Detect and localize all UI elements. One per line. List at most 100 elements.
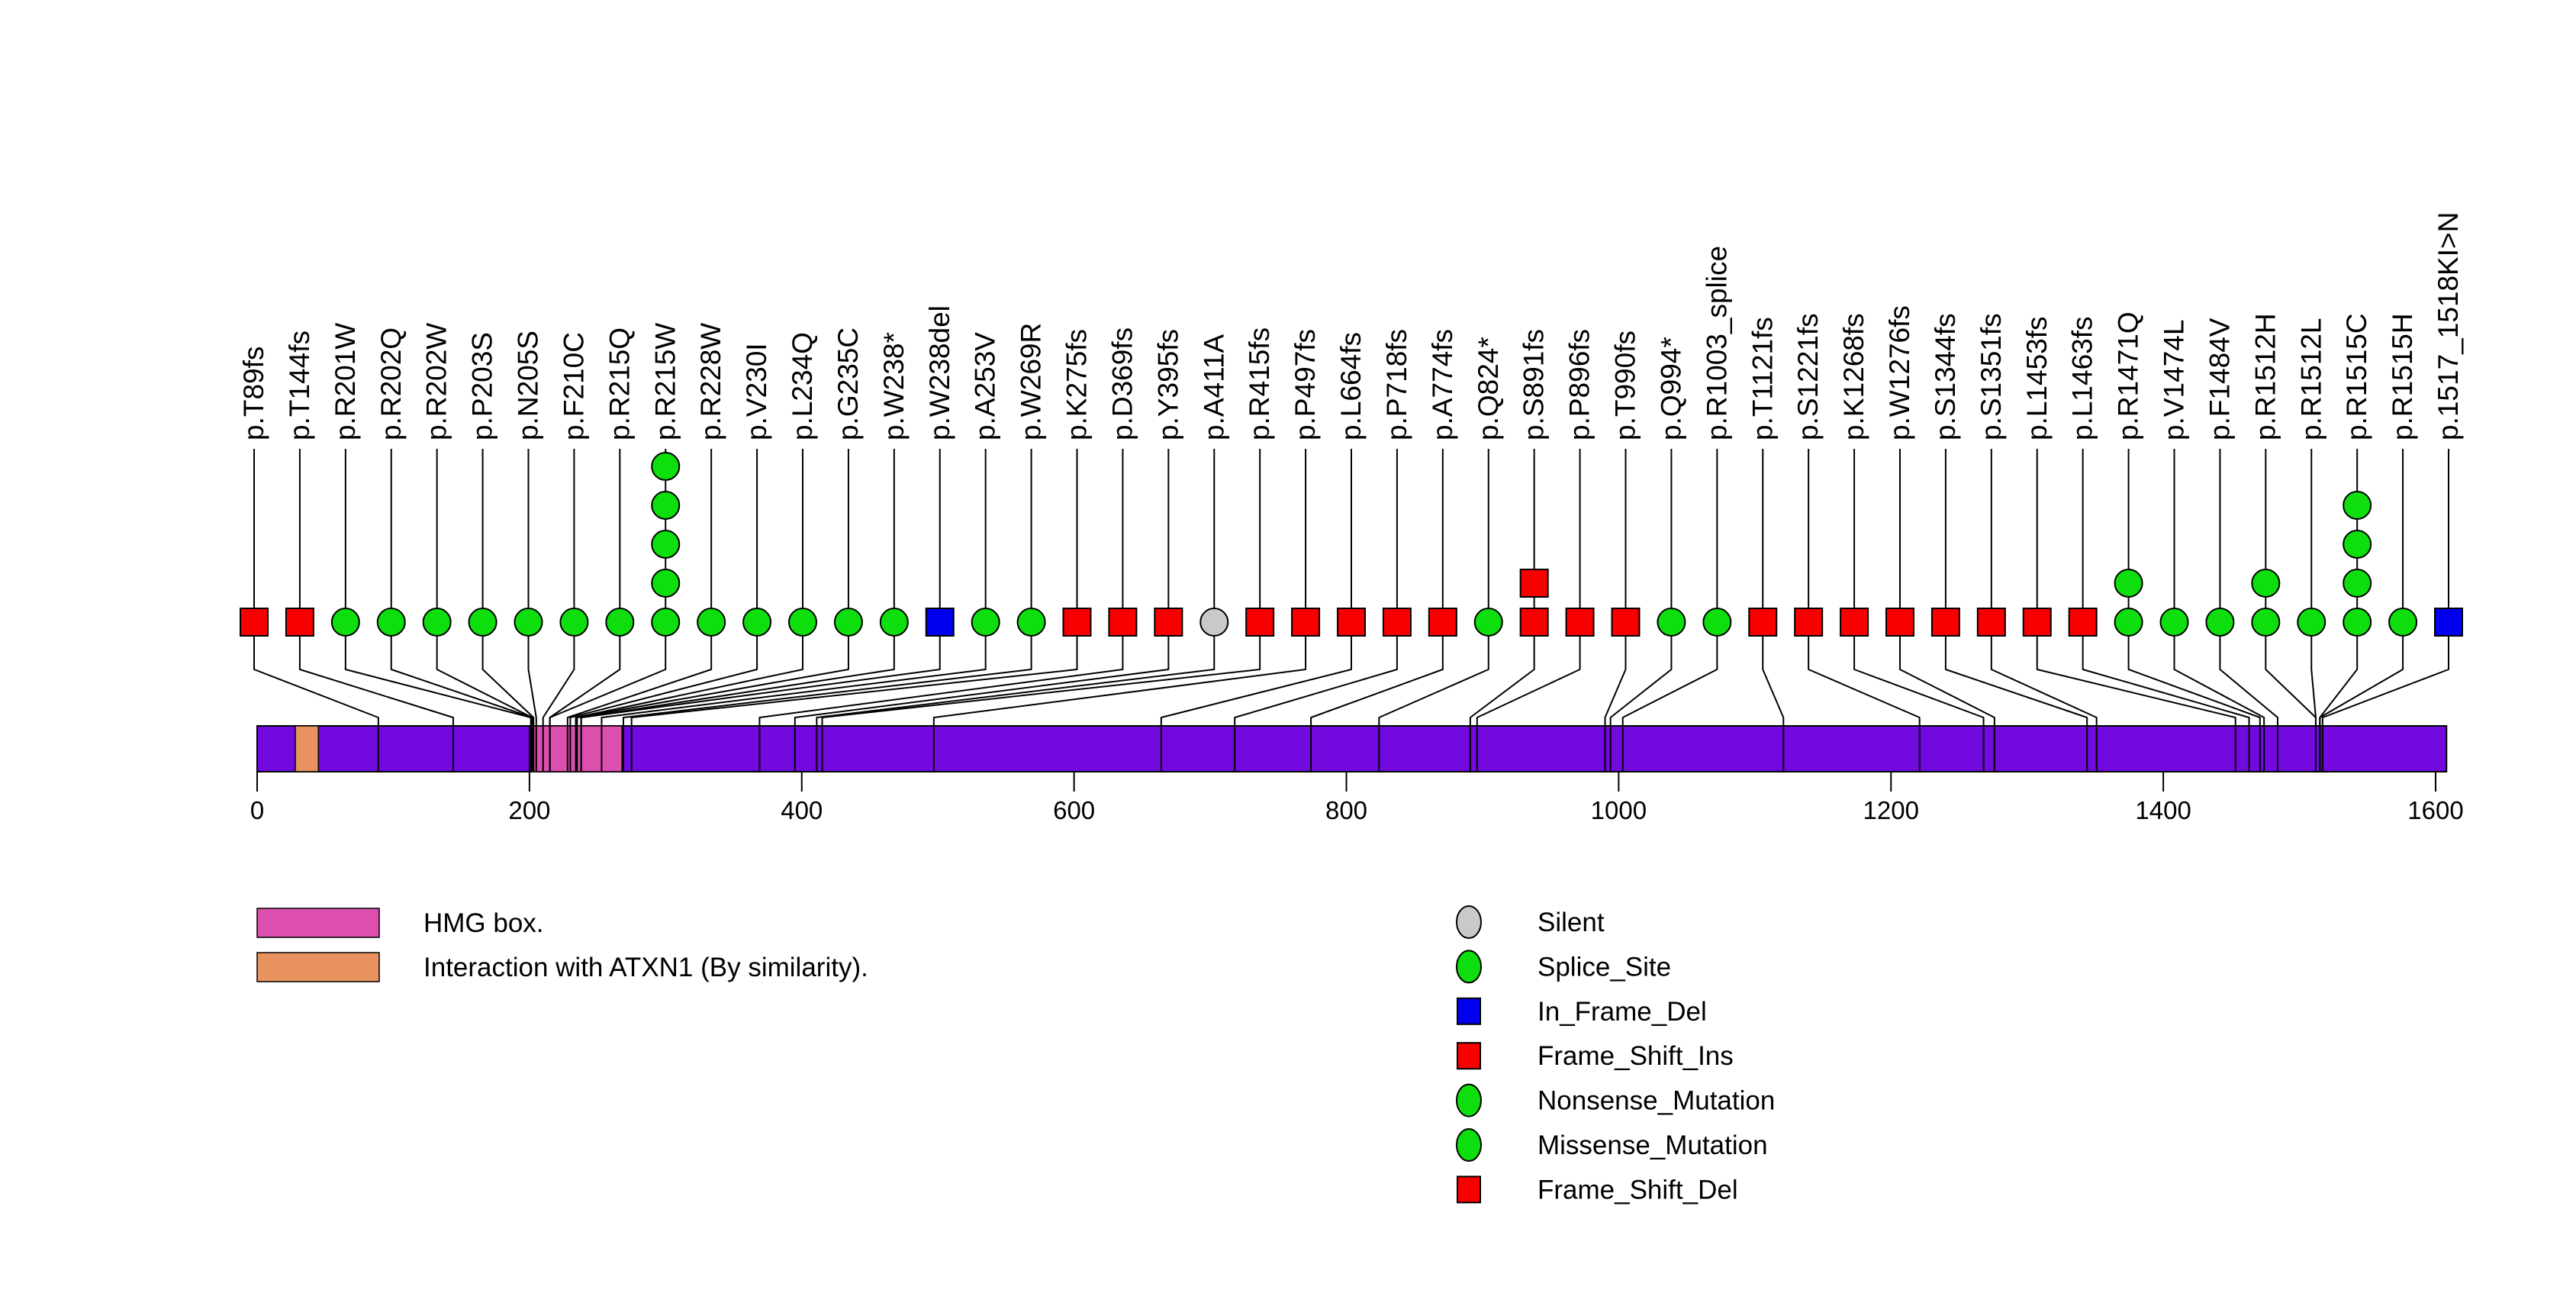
connector-line	[436, 634, 533, 771]
domain-legend-swatch-1	[256, 952, 380, 982]
mutation-marker-frame_shift	[1062, 608, 1092, 637]
mutation-marker-missense	[651, 491, 681, 520]
connector-line	[569, 634, 758, 771]
mutation-label: p.D369fs	[1106, 327, 1138, 440]
mutation-marker-missense	[2343, 491, 2372, 520]
mutation-marker-missense	[651, 608, 681, 637]
connector-line	[2127, 634, 2261, 771]
connector-line	[1378, 634, 1489, 771]
mutation-label: p.R201W	[330, 323, 361, 440]
axis-tick-label: 800	[1325, 796, 1367, 824]
axis-tick-label: 1600	[2407, 796, 2463, 824]
connector-line	[2036, 634, 2236, 771]
mutation-marker-frame_shift	[1519, 569, 1549, 598]
mutation-legend-label-2: In_Frame_Del	[1538, 997, 1707, 1027]
mutation-marker-frame_shift	[1154, 608, 1183, 637]
mutation-label: p.G235C	[832, 327, 864, 440]
mutation-marker-missense	[422, 608, 452, 637]
axis-tick-label: 400	[781, 796, 823, 824]
mutation-marker-missense	[514, 608, 543, 637]
mutation-legend-swatch-splice_site	[1456, 950, 1482, 984]
mutation-legend-swatch-nonsense	[1456, 1083, 1482, 1117]
mutation-label: p.W238*	[878, 332, 910, 440]
mutation-label: p.A253V	[970, 332, 1001, 440]
connector-line	[2219, 634, 2279, 771]
mutation-marker-frame_shift	[1245, 608, 1275, 637]
connector-line	[932, 634, 1307, 771]
mutation-label: p.S1344fs	[1930, 313, 1961, 440]
connector-line	[601, 634, 987, 771]
mutation-label: p.P718fs	[1381, 329, 1412, 440]
connector-line	[2310, 634, 2317, 771]
mutation-marker-frame_shift	[240, 608, 269, 637]
mutation-marker-frame_shift	[1611, 608, 1641, 637]
axis-tick-label: 0	[250, 796, 264, 824]
mutation-legend-label-1: Splice_Site	[1538, 952, 1671, 982]
mutation-marker-missense	[651, 569, 681, 598]
mutation-legend-swatch-frame_shift	[1457, 1176, 1481, 1204]
mutation-label: p.P497fs	[1290, 329, 1321, 440]
connector-line	[1853, 634, 1985, 771]
connector-line	[630, 634, 1078, 771]
mutation-marker-frame_shift	[2022, 608, 2052, 637]
mutation-label: p.P896fs	[1564, 329, 1596, 440]
mutation-label: p.T144fs	[284, 331, 315, 440]
mutation-marker-missense	[2297, 608, 2326, 637]
mutation-marker-missense	[376, 608, 406, 637]
mutation-label: p.V230I	[741, 343, 772, 440]
mutation-marker-frame_shift	[1337, 608, 1366, 637]
mutation-marker-missense	[2114, 608, 2143, 637]
connector-line	[1944, 634, 2088, 771]
mutation-label: p.F1484V	[2204, 318, 2235, 440]
connector-line	[1621, 634, 1718, 771]
mutation-label: p.T990fs	[1610, 331, 1641, 440]
mutation-marker-missense	[2343, 608, 2372, 637]
mutation-marker-missense	[605, 608, 635, 637]
mutation-marker-missense	[2159, 608, 2189, 637]
connector-line	[1990, 634, 2098, 771]
mutation-marker-splice_site	[1702, 608, 1732, 637]
mutation-marker-missense	[2388, 608, 2418, 637]
mutation-marker-missense	[697, 608, 726, 637]
mutation-label: p.S1351fs	[1975, 313, 2007, 440]
domain-legend-label-1: Interaction with ATXN1 (By similarity).	[423, 953, 868, 982]
connector-line	[2082, 634, 2250, 771]
mutation-marker-frame_shift	[1382, 608, 1412, 637]
mutation-marker-frame_shift	[1976, 608, 2006, 637]
domain-legend-swatch-0	[256, 908, 380, 938]
mutation-marker-missense	[2343, 569, 2372, 598]
mutation-label: p.Q994*	[1655, 337, 1686, 440]
mutation-label: p.Q824*	[1473, 337, 1504, 440]
connector-line	[549, 634, 667, 771]
mutation-label: p.R1512L	[2295, 318, 2326, 440]
axis-tick-label: 1200	[1863, 796, 1919, 824]
mutation-label: p.R1515H	[2387, 313, 2418, 440]
domain-legend-label-0: HMG box.	[423, 908, 544, 938]
connector-line	[1609, 634, 1673, 771]
connector-line	[2319, 634, 2404, 771]
mutation-marker-missense	[651, 530, 681, 559]
mutation-legend-swatch-silent	[1456, 905, 1482, 939]
mutation-marker-silent	[1199, 608, 1229, 637]
mutation-label: p.W1276fs	[1884, 305, 1915, 440]
mutation-label: p.V1474L	[2159, 320, 2190, 440]
mutation-label: p.A411A	[1198, 334, 1229, 440]
connector-line	[481, 634, 535, 771]
connector-line	[542, 634, 575, 771]
mutation-marker-missense	[2205, 608, 2235, 637]
connector-line	[580, 634, 941, 771]
mutation-marker-missense	[651, 452, 681, 481]
mutation-label: p.L1453fs	[2021, 316, 2053, 440]
mutation-label: p.L234Q	[787, 332, 818, 440]
mutation-label: p.W238del	[924, 305, 955, 440]
connector-line	[1310, 634, 1444, 771]
mutation-marker-frame_shift	[285, 608, 314, 637]
mutation-marker-missense	[559, 608, 589, 637]
connector-line	[1234, 634, 1398, 771]
connector-line	[758, 634, 1124, 771]
connector-line	[575, 634, 803, 771]
axis-tick-label: 600	[1053, 796, 1095, 824]
mutation-legend-swatch-missense	[1456, 1128, 1482, 1162]
